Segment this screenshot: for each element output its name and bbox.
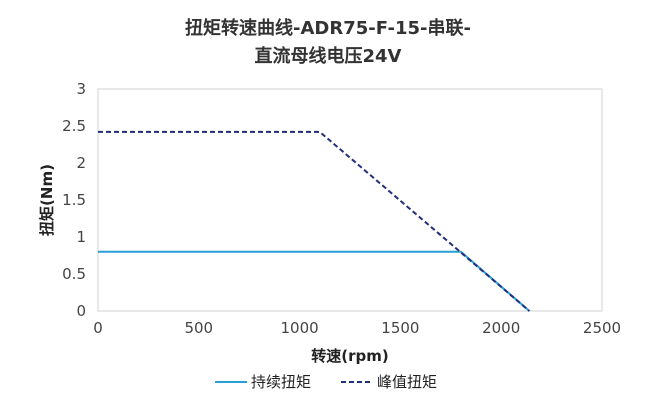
y-axis-label: 扭矩(Nm) — [38, 164, 56, 236]
x-tick-label: 1000 — [281, 319, 319, 337]
y-tick-label: 2 — [76, 154, 86, 172]
x-tick-label: 2500 — [583, 319, 621, 337]
series-line-continuous-torque — [98, 250, 531, 312]
x-tick-label: 1500 — [381, 319, 419, 337]
y-tick-label: 3 — [76, 80, 86, 98]
y-tick-label: 1 — [76, 228, 86, 246]
legend-label-peak-torque: 峰值扭矩 — [377, 373, 437, 391]
y-axis-ticks: 0 0.5 1 1.5 2 2.5 3 — [62, 80, 86, 320]
y-tick-label: 1.5 — [62, 191, 86, 209]
legend: 持续扭矩 峰值扭矩 — [215, 373, 437, 391]
chart-title-line-2: 直流母线电压24V — [255, 45, 402, 67]
x-axis-ticks: 0 500 1000 1500 2000 2500 — [93, 319, 621, 337]
x-axis-label: 转速(rpm) — [311, 347, 388, 365]
y-tick-label: 2.5 — [62, 117, 86, 135]
y-tick-label: 0.5 — [62, 265, 86, 283]
plot-area-border — [97, 88, 603, 312]
chart-title-line-1: 扭矩转速曲线-ADR75-F-15-串联- — [185, 17, 471, 39]
x-tick-label: 2000 — [482, 319, 520, 337]
series-layer — [98, 130, 531, 312]
x-tick-label: 0 — [93, 319, 103, 337]
legend-label-continuous-torque: 持续扭矩 — [251, 373, 311, 391]
series-line-peak-torque — [98, 130, 531, 312]
y-tick-label: 0 — [76, 302, 86, 320]
x-tick-label: 500 — [184, 319, 213, 337]
